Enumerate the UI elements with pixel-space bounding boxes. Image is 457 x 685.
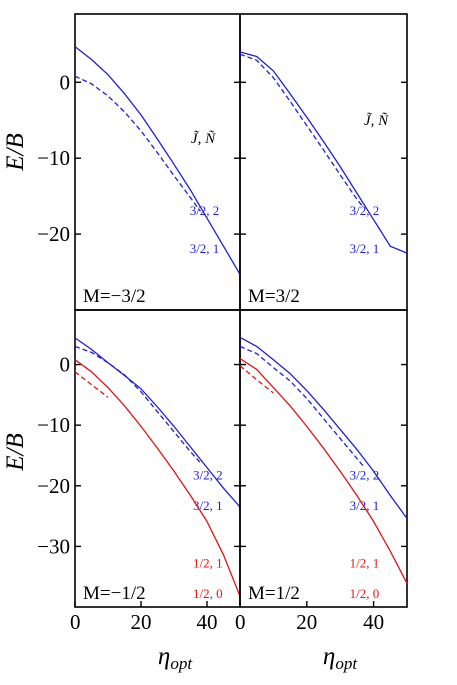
series-label: 3/2, 2: [190, 203, 220, 218]
series-label: 3/2, 1: [190, 241, 220, 256]
legend-title: J̃, Ñ: [364, 112, 389, 129]
series-label: 3/2, 2: [350, 203, 380, 218]
ytick-label: 0: [60, 353, 71, 377]
ytick-label: −20: [37, 222, 70, 246]
panels: 0−10−203/2, 23/2, 1M=−3/2J̃, Ñ3/2, 23/2,…: [37, 13, 408, 634]
xlabel-right: ηopt: [323, 643, 358, 673]
xlabel-main: η: [158, 643, 170, 670]
xtick-label: 0: [235, 610, 246, 634]
series-label: 3/2, 1: [350, 498, 380, 513]
series-line-3-2-2: [239, 51, 408, 254]
xtick-label: 40: [197, 610, 218, 634]
ylabel-top: E/B: [2, 133, 29, 172]
ytick-label: 0: [60, 70, 71, 94]
series-line-3-2-1: [74, 75, 201, 212]
panel-top-right: 3/2, 2 3/2, 1 M=3/2 J̃, Ñ: [239, 13, 408, 311]
xtick-label: 0: [70, 610, 81, 634]
ytick-label: −30: [37, 534, 70, 558]
panel-top-left: 0 −10 −20 3/2, 2 3/2, 1 M=−3/2 J̃, Ñ: [37, 13, 241, 311]
panel-label: M=3/2: [248, 286, 300, 307]
series-line-3-2-1: [74, 345, 201, 464]
panel-label: M=−1/2: [83, 583, 146, 604]
panel-bottom-left: 0 −10 −20 −30 0 20 40 3/2, 2 3/2, 1 1/2, 1 1/2, 0 M…: [37, 309, 241, 634]
series-label: 3/2, 1: [350, 241, 380, 256]
series-line-3-2-2: [74, 337, 241, 508]
series-line-1-2-1: [74, 359, 241, 597]
series-label: 1/2, 0: [193, 586, 223, 601]
series-line-1-2-0: [74, 371, 109, 398]
series-label: 3/2, 1: [193, 498, 223, 513]
series-line-3-2-2: [74, 46, 241, 275]
xlabel-sub-right: opt: [335, 654, 358, 673]
series-label: 1/2, 0: [350, 586, 380, 601]
panel-bottom-right: 0 20 40 3/2, 2 3/2, 1 1/2, 1 1/2, 0 M=1/2: [235, 309, 408, 634]
xlabel-main-right: η: [323, 643, 335, 670]
xlabel-sub: opt: [170, 654, 193, 673]
series-label: 3/2, 2: [350, 468, 380, 483]
panel-frame: [74, 13, 241, 311]
series-line-1-2-0: [239, 365, 274, 394]
series-label: 1/2, 1: [350, 556, 380, 571]
series-label: 3/2, 2: [193, 468, 223, 483]
legend-title: J̃, Ñ: [191, 130, 216, 147]
xtick-label: 40: [363, 610, 384, 634]
series-line-3-2-1: [239, 345, 365, 467]
panel-frame: [239, 13, 408, 311]
series-line-3-2-1: [239, 53, 365, 208]
ytick-label: −10: [37, 413, 70, 437]
xtick-label: 20: [296, 610, 317, 634]
xlabel-left: ηopt: [158, 643, 193, 673]
ytick-label: −20: [37, 474, 70, 498]
xtick-label: 20: [131, 610, 152, 634]
series-label: 1/2, 1: [193, 556, 223, 571]
panel-label: M=−3/2: [83, 286, 146, 307]
series-line-1-2-1: [239, 357, 408, 584]
ylabel-bottom: E/B: [2, 433, 29, 472]
ytick-label: −10: [37, 146, 70, 170]
panel-label: M=1/2: [248, 583, 300, 604]
series-line-3-2-2: [239, 336, 408, 519]
panel-frame: [239, 309, 408, 608]
